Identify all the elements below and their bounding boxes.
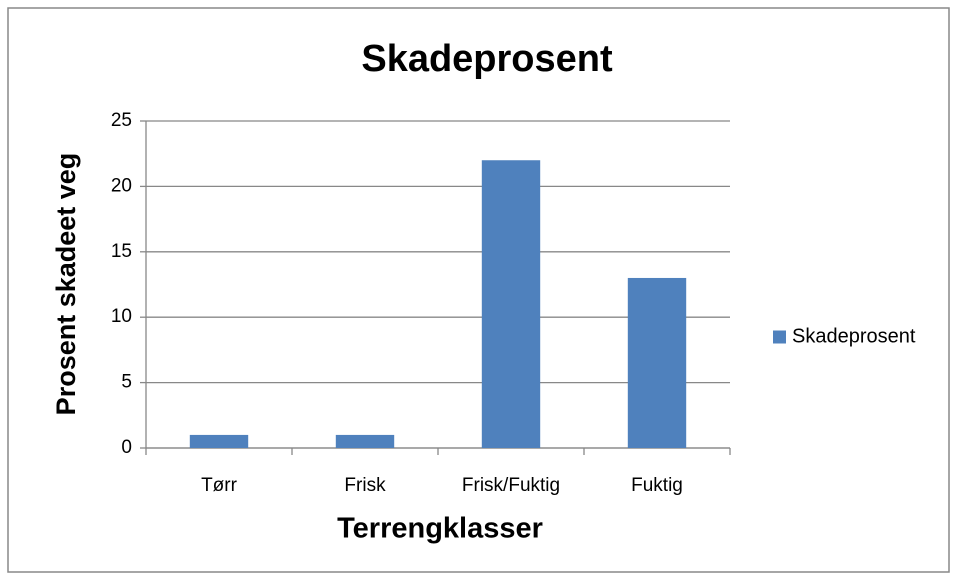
chart-title: Skadeprosent bbox=[361, 38, 613, 80]
chart-border bbox=[7, 7, 950, 573]
bar bbox=[481, 160, 541, 449]
y-tick-label: 20 bbox=[111, 175, 132, 196]
bar bbox=[189, 434, 249, 448]
x-tick-label: Frisk/Fuktig bbox=[462, 475, 560, 496]
x-tick-label: Tørr bbox=[201, 475, 238, 496]
y-tick-label: 15 bbox=[111, 241, 132, 262]
legend-swatch bbox=[773, 330, 786, 344]
x-axis-label: Terrengklasser bbox=[337, 513, 543, 545]
y-axis-label: Prosent skadeet veg bbox=[51, 153, 81, 416]
bar bbox=[627, 277, 687, 448]
legend-label: Skadeprosent bbox=[792, 325, 916, 347]
x-tick-label: Fuktig bbox=[631, 475, 683, 496]
y-tick-label: 0 bbox=[121, 437, 132, 458]
y-tick-label: 25 bbox=[111, 110, 132, 131]
x-tick-label: Frisk bbox=[344, 475, 386, 496]
y-tick-label: 10 bbox=[111, 306, 132, 327]
y-tick-label: 5 bbox=[121, 372, 132, 393]
bar bbox=[335, 434, 395, 448]
